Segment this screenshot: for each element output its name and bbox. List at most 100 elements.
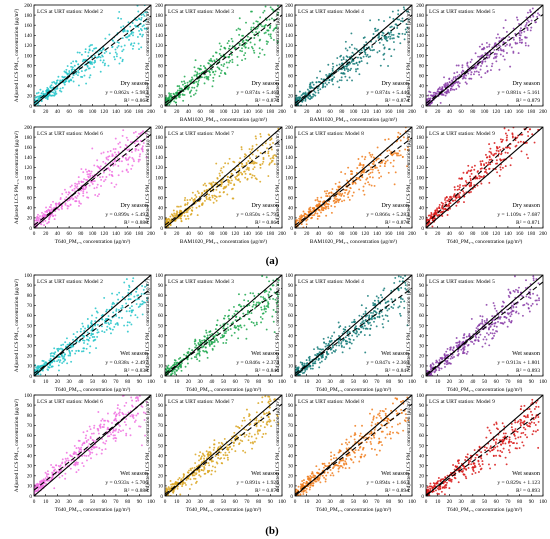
x-tick-label: 40	[55, 109, 61, 115]
x-tick-label: 70	[244, 379, 250, 385]
scatter-point	[190, 197, 193, 200]
scatter-point	[380, 38, 383, 41]
scatter-point	[465, 181, 468, 184]
scatter-point	[176, 205, 179, 208]
scatter-point	[219, 324, 222, 327]
scatter-point	[350, 170, 353, 172]
scatter-point	[66, 207, 69, 210]
scatter-point	[512, 36, 515, 39]
scatter-point	[255, 323, 258, 326]
scatter-point	[394, 23, 397, 26]
scatter-point	[132, 277, 135, 280]
scatter-point	[77, 71, 80, 74]
scatter-point	[43, 224, 46, 227]
scatter-point	[380, 161, 383, 164]
scatter-point	[40, 223, 43, 226]
scatter-point	[335, 188, 338, 191]
scatter-point	[37, 373, 40, 376]
scatter-point	[66, 343, 69, 346]
scatter-point	[389, 26, 392, 29]
scatter-point	[117, 41, 120, 44]
scatter-point	[390, 55, 393, 58]
scatter-point	[112, 39, 115, 42]
scatter-point	[104, 178, 107, 181]
x-axis-label: BAM1020_PM₂.₅ concentration (μg/m³)	[180, 116, 267, 123]
scatter-point	[434, 209, 437, 212]
scatter-point	[444, 197, 447, 200]
scatter-point	[267, 152, 270, 155]
scatter-point	[250, 312, 253, 315]
reference-lines	[34, 127, 151, 228]
y-tick-label: 60	[288, 196, 294, 202]
scatter-point	[189, 207, 192, 210]
scatter-point	[477, 170, 479, 173]
scatter-point	[470, 71, 473, 74]
scatter-point	[146, 11, 149, 14]
scatter-point	[138, 29, 141, 32]
scatter-point	[452, 84, 455, 87]
scatter-point	[133, 42, 136, 45]
scatter-point	[230, 50, 233, 53]
scatter-point	[139, 27, 142, 30]
scatter-point	[244, 172, 247, 175]
scatter-point	[83, 335, 86, 338]
scatter-point	[40, 92, 43, 95]
scatter-point	[128, 321, 131, 324]
scatter-point	[198, 72, 201, 75]
scatter-point	[228, 317, 230, 320]
scatter-point	[351, 51, 354, 54]
scatter-point	[524, 286, 527, 289]
scatter-point	[176, 89, 179, 92]
scatter-point	[383, 58, 385, 61]
scatter-point	[224, 186, 227, 189]
x-tick-label: 120	[100, 231, 108, 237]
y-tick-label: 100	[285, 175, 293, 181]
scatter-point	[353, 318, 356, 321]
x-tick-label: 70	[374, 379, 380, 385]
scatter-point	[451, 349, 454, 352]
scatter-point	[527, 157, 529, 159]
scatter-point	[506, 52, 508, 54]
scatter-point	[78, 182, 80, 185]
scatter-point	[184, 84, 187, 87]
scatter-point	[311, 367, 314, 370]
scatter-point	[176, 85, 179, 88]
scatter-point	[259, 133, 262, 135]
scatter-point	[115, 153, 118, 156]
scatter-point	[65, 196, 68, 199]
scatter-point	[372, 311, 374, 314]
scatter-point	[340, 58, 343, 61]
scatter-point	[327, 81, 330, 84]
scatter-point	[213, 339, 216, 342]
y-tick-label: 120	[285, 43, 293, 49]
scatter-point	[212, 55, 215, 58]
scatter-point	[57, 349, 60, 352]
scatter-point	[39, 217, 42, 220]
y-tick-label: 120	[416, 165, 424, 171]
y-tick-label: 200	[24, 125, 32, 131]
scatter-point	[355, 329, 358, 332]
scatter-point	[105, 156, 108, 159]
scatter-point	[169, 98, 171, 101]
scatter-point	[53, 347, 56, 350]
scatter-point	[331, 188, 334, 190]
scatter-point	[392, 33, 395, 36]
scatter-point	[36, 365, 39, 368]
scatter-point	[295, 369, 298, 371]
scatter-point	[343, 199, 346, 202]
x-tick-label: 160	[516, 109, 524, 115]
scatter-point	[308, 85, 311, 88]
scatter-point	[331, 344, 334, 347]
scatter-point	[82, 180, 85, 183]
scatter-point	[138, 48, 140, 51]
x-tick-label: 20	[316, 379, 322, 385]
y-tick-label: 100	[155, 53, 163, 59]
scatter-point	[316, 198, 319, 201]
x-tick-label: 200	[408, 231, 416, 237]
scatter-point	[141, 150, 144, 153]
scatter-point	[79, 202, 82, 205]
scatter-point	[400, 20, 402, 22]
scatter-point	[365, 307, 368, 310]
scatter-point	[298, 220, 301, 222]
scatter-point	[340, 342, 343, 345]
